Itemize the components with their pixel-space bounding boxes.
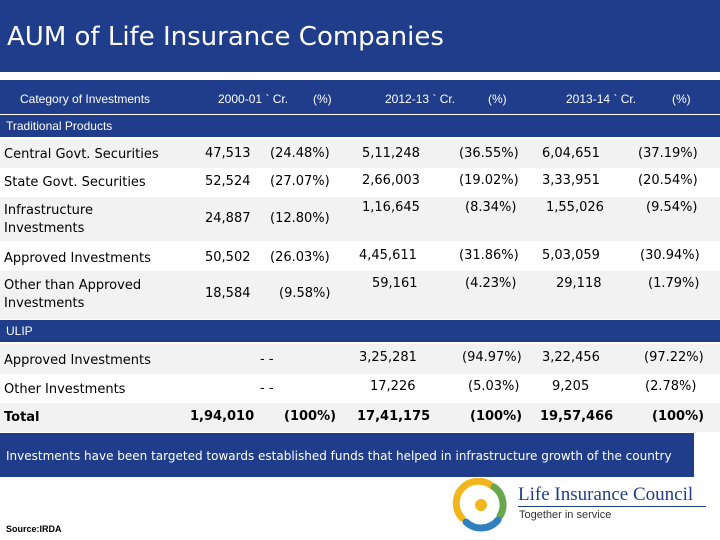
cell-percent: (100%) (284, 409, 337, 424)
title-bar (0, 0, 720, 72)
cell-value: 6,04,651 (542, 146, 600, 161)
source-label: Source:IRDA (6, 524, 62, 534)
section-ulip-bar (0, 320, 720, 342)
header-2012-13: 2012-13 ` Cr. (385, 92, 456, 106)
cell-percent: (100%) (470, 409, 523, 424)
header-category: Category of Investments (20, 92, 151, 106)
row-bg (0, 403, 720, 432)
cell-value: 1,94,010 (190, 409, 255, 424)
row-bg (0, 344, 720, 374)
cell-percent: (30.94%) (640, 248, 700, 263)
row-label-approved: Approved Investments (4, 251, 151, 266)
cell-value: 19,57,466 (540, 409, 614, 424)
table-header-row (0, 80, 720, 114)
cell-percent: (94.97%) (462, 350, 522, 365)
page-title: AUM of Life Insurance Companies (7, 22, 444, 52)
header-2012-13-percent: (%) (488, 92, 507, 106)
council-logo-name: Life Insurance Council (518, 484, 694, 505)
cell-percent: (9.58%) (279, 286, 331, 301)
cell-value: 1,55,026 (546, 200, 604, 215)
cell-value: 3,25,281 (359, 350, 417, 365)
row-label-state-govt: State Govt. Securities (4, 175, 146, 190)
cell-value: 47,513 (205, 146, 251, 161)
row-label-total: Total (4, 410, 40, 425)
cell-percent: (1.79%) (648, 276, 700, 291)
header-2013-14: 2013-14 ` Cr. (566, 92, 637, 106)
cell-value: - - (260, 352, 274, 367)
cell-percent: (9.54%) (646, 200, 698, 215)
note-text: Investments have been targeted towards e… (6, 449, 672, 463)
row-label-other-than-approved: Other than Approved Investments (4, 278, 142, 311)
cell-value: 24,887 (205, 211, 251, 226)
cell-value: 5,03,059 (542, 248, 600, 263)
cell-percent: (12.80%) (270, 211, 330, 226)
section-traditional-label: Traditional Products (6, 119, 113, 133)
section-traditional-bar (0, 115, 720, 137)
cell-percent: (19.02%) (459, 173, 519, 188)
row-label-ulip-other: Other Investments (4, 382, 126, 397)
cell-percent: (37.19%) (638, 146, 698, 161)
cell-value: 5,11,248 (362, 146, 420, 161)
cell-percent: (8.34%) (465, 200, 517, 215)
cell-percent: (24.48%) (270, 146, 330, 161)
cell-percent: (31.86%) (459, 248, 519, 263)
cell-value: 29,118 (556, 276, 602, 291)
cell-percent: (97.22%) (644, 350, 704, 365)
header-2013-14-percent: (%) (672, 92, 691, 106)
cell-value: 1,16,645 (362, 200, 420, 215)
cell-percent: (2.78%) (645, 379, 697, 394)
cell-percent: (26.03%) (270, 250, 330, 265)
cell-value: 17,226 (370, 379, 416, 394)
council-logo-tagline: Together in service (519, 509, 612, 521)
cell-percent: (4.23%) (465, 276, 517, 291)
header-2000-01: 2000-01 ` Cr. (218, 92, 289, 106)
cell-percent: (100%) (652, 409, 705, 424)
cell-percent: (36.55%) (459, 146, 519, 161)
cell-value: 4,45,611 (359, 248, 417, 263)
row-bg (0, 271, 720, 319)
cell-value: 9,205 (552, 379, 590, 394)
cell-value: - - (260, 381, 274, 396)
cell-value: 59,161 (372, 276, 418, 291)
section-ulip-label: ULIP (6, 324, 33, 338)
cell-value: 50,502 (205, 250, 251, 265)
cell-value: 3,22,456 (542, 350, 600, 365)
logo-divider (518, 506, 706, 507)
council-logo-icon (452, 478, 507, 532)
cell-percent: (20.54%) (638, 173, 698, 188)
row-label-ulip-approved: Approved Investments (4, 353, 151, 368)
cell-value: 3,33,951 (542, 173, 600, 188)
cell-value: 2,66,003 (362, 173, 420, 188)
header-2000-01-percent: (%) (313, 92, 332, 106)
row-bg (0, 139, 720, 168)
cell-value: 17,41,175 (357, 409, 431, 424)
row-label-central-govt: Central Govt. Securities (4, 147, 159, 162)
cell-value: 18,584 (205, 286, 251, 301)
note-banner (0, 433, 694, 477)
row-label-infrastructure: Infrastructure Investments (4, 203, 93, 236)
row-bg (0, 197, 720, 241)
cell-percent: (27.07%) (270, 174, 330, 189)
cell-percent: (5.03%) (468, 379, 520, 394)
cell-value: 52,524 (205, 174, 251, 189)
